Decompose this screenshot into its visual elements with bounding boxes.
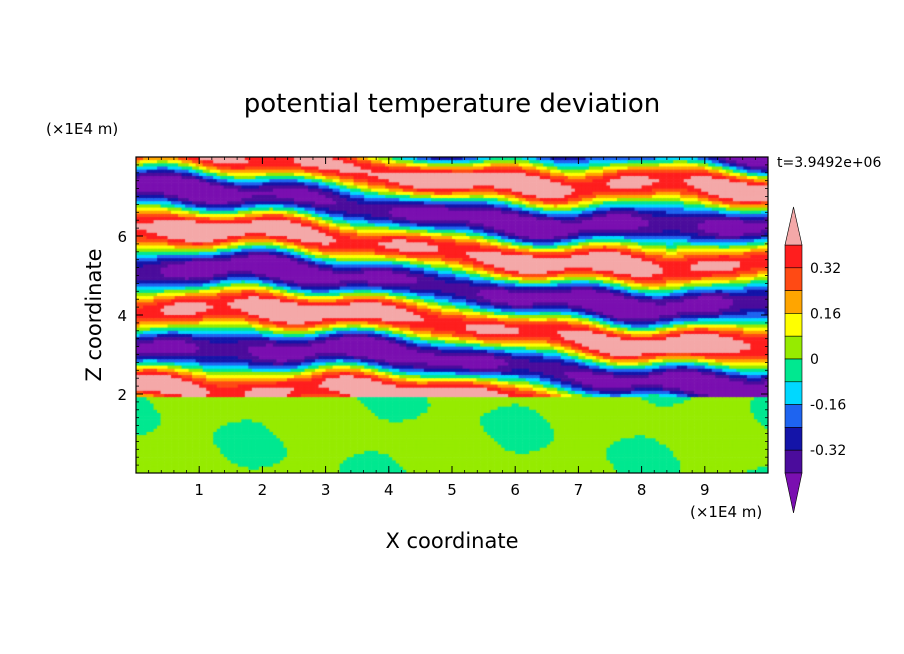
y-tick-label: 6 xyxy=(117,228,127,246)
colorbar-segment xyxy=(784,427,803,451)
colorbar-segment xyxy=(784,267,803,291)
y-tick-label: 2 xyxy=(117,386,127,404)
x-tick-label: 2 xyxy=(258,481,268,499)
colorbar-segment xyxy=(784,244,803,269)
colorbar-segment xyxy=(784,290,803,314)
colorbar-segment xyxy=(784,449,803,474)
x-tick-label: 8 xyxy=(637,481,647,499)
x-tick-label: 1 xyxy=(194,481,204,499)
x-unit-label: (×1E4 m) xyxy=(690,503,762,521)
chart-title: potential temperature deviation xyxy=(244,89,660,119)
colorbar-segment xyxy=(784,313,803,337)
y-axis-title: Z coordinate xyxy=(82,248,106,381)
time-label: t=3.9492e+06 xyxy=(777,155,881,171)
x-tick-label: 7 xyxy=(574,481,584,499)
contour-field xyxy=(136,157,768,473)
colorbar-segment xyxy=(784,358,803,383)
colorbar: 0.32 0.16 0 -0.16 -0.32 xyxy=(784,206,846,514)
x-tick-label: 5 xyxy=(447,481,457,499)
colorbar-tick-label: -0.16 xyxy=(810,398,846,414)
colorbar-under-triangle xyxy=(784,472,803,514)
colorbar-segment xyxy=(784,404,803,428)
y-tick-label: 4 xyxy=(117,307,127,325)
x-tick-label: 9 xyxy=(700,481,710,499)
x-axis-title: X coordinate xyxy=(385,529,518,553)
x-tick-label: 6 xyxy=(510,481,520,499)
x-tick-label: 4 xyxy=(384,481,394,499)
colorbar-over-triangle xyxy=(784,206,803,246)
colorbar-tick-label: -0.32 xyxy=(810,443,846,459)
colorbar-tick-label: 0.16 xyxy=(810,306,841,322)
y-axis: 2 4 6 xyxy=(117,164,768,466)
colorbar-segment xyxy=(784,335,803,360)
colorbar-tick-label: 0 xyxy=(810,352,819,368)
contour-fill xyxy=(136,157,768,473)
y-unit-label: (×1E4 m) xyxy=(46,120,118,138)
x-tick-label: 3 xyxy=(321,481,331,499)
colorbar-tick-label: 0.32 xyxy=(810,261,841,277)
colorbar-segment xyxy=(784,381,803,405)
x-axis: 1 2 3 4 5 6 7 8 9 xyxy=(148,157,769,499)
